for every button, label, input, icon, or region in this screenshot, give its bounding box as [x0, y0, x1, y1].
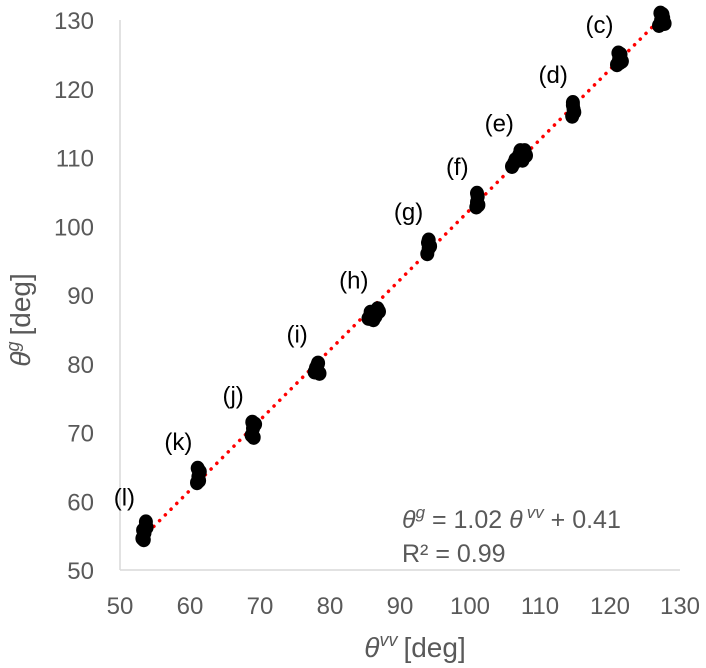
- data-point: [612, 55, 627, 71]
- r-squared: R² = 0.99: [402, 540, 506, 568]
- cluster-label: (k): [164, 429, 192, 456]
- eq-rhs-symbol: θ: [509, 506, 523, 534]
- cluster-label: (g): [394, 199, 423, 226]
- data-point: [245, 414, 260, 430]
- cluster-label: (c): [585, 12, 613, 39]
- x-axis-unit: [deg]: [403, 632, 465, 663]
- data-point: [470, 185, 484, 201]
- x-tick-label: 100: [450, 593, 490, 620]
- data-point: [517, 143, 532, 159]
- cluster-label: (l): [114, 485, 135, 512]
- cluster-label: (d): [539, 62, 568, 89]
- data-point: [192, 473, 207, 489]
- x-tick-label: 60: [177, 593, 204, 620]
- eq-lhs-superscript: g: [416, 503, 426, 522]
- x-tick-label: 90: [387, 593, 414, 620]
- eq-coefficient: = 1.02: [425, 506, 509, 534]
- x-tick-label: 130: [660, 593, 700, 620]
- y-axis-symbol: θ: [5, 352, 36, 367]
- data-point: [246, 429, 261, 445]
- data-point: [421, 232, 436, 248]
- data-point: [565, 97, 580, 113]
- x-tick-label: 110: [521, 593, 559, 620]
- x-tick-label: 80: [317, 593, 344, 620]
- trendline: [140, 15, 665, 540]
- data-point: [136, 522, 151, 538]
- axes: [119, 20, 680, 571]
- cluster-labels: (b)(c)(d)(e)(f)(g)(h)(i)(j)(k)(l): [114, 12, 614, 512]
- tick-labels: 50 60 70 80 90 100 110 120 130 50 60 70 80 90 100 110 12…: [54, 8, 700, 620]
- y-tick-label: 60: [67, 489, 94, 516]
- y-tick-label: 50: [67, 558, 94, 585]
- y-tick-label: 90: [67, 283, 94, 310]
- eq-intercept: + 0.41: [544, 506, 621, 534]
- cluster-label: (f): [446, 154, 469, 181]
- y-axis-superscript: g: [3, 342, 23, 352]
- eq-lhs-symbol: θ: [402, 506, 416, 534]
- cluster-label: (i): [286, 321, 307, 348]
- data-points: [135, 5, 672, 548]
- y-axis-unit: [deg]: [5, 273, 36, 335]
- x-tick-label: 120: [590, 593, 630, 620]
- y-tick-label: 130: [54, 8, 94, 35]
- x-tick-label: 50: [107, 593, 134, 620]
- data-point: [656, 10, 671, 26]
- y-axis-title: θg [deg]: [3, 273, 36, 367]
- x-axis-title: θvv [deg]: [364, 630, 465, 663]
- cluster-label: (j): [222, 382, 243, 409]
- y-tick-label: 110: [56, 146, 94, 173]
- cluster-label: (h): [339, 268, 368, 295]
- y-tick-label: 100: [54, 214, 94, 241]
- x-axis-superscript: vv: [379, 630, 398, 650]
- cluster-label: (e): [485, 111, 514, 138]
- eq-rhs-superscript: vv: [527, 503, 546, 522]
- trendline-group: [140, 15, 665, 540]
- y-tick-label: 80: [67, 352, 94, 379]
- data-point: [363, 304, 378, 320]
- data-point: [471, 197, 486, 213]
- data-point: [310, 357, 325, 373]
- x-axis-symbol: θ: [364, 632, 379, 663]
- trendline-equation: θg = 1.02 θ vv + 0.41: [402, 503, 621, 534]
- data-point: [190, 460, 205, 476]
- data-point: [507, 155, 522, 171]
- y-tick-label: 120: [54, 77, 94, 104]
- y-tick-label: 70: [67, 421, 94, 448]
- x-tick-label: 70: [247, 593, 274, 620]
